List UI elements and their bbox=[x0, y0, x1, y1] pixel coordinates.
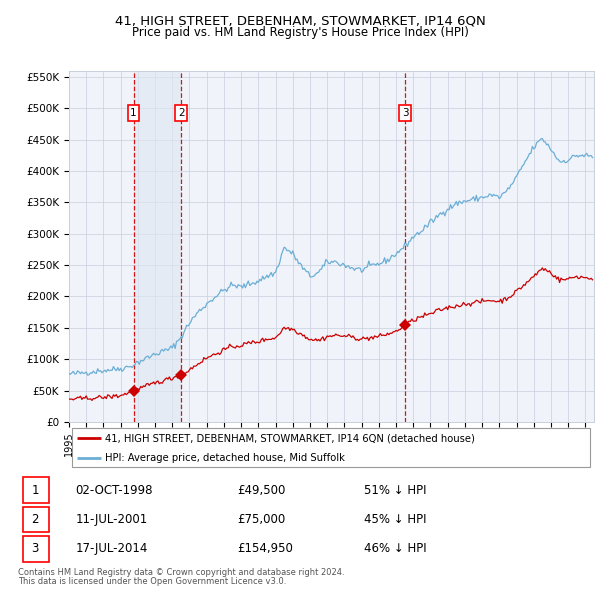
Text: 46% ↓ HPI: 46% ↓ HPI bbox=[364, 542, 426, 555]
Text: £154,950: £154,950 bbox=[237, 542, 293, 555]
FancyBboxPatch shape bbox=[23, 507, 49, 532]
Text: 1: 1 bbox=[130, 108, 137, 118]
Text: 51% ↓ HPI: 51% ↓ HPI bbox=[364, 484, 426, 497]
Text: This data is licensed under the Open Government Licence v3.0.: This data is licensed under the Open Gov… bbox=[18, 577, 286, 586]
Text: 2: 2 bbox=[178, 108, 185, 118]
Text: Contains HM Land Registry data © Crown copyright and database right 2024.: Contains HM Land Registry data © Crown c… bbox=[18, 568, 344, 576]
FancyBboxPatch shape bbox=[23, 477, 49, 503]
Text: 41, HIGH STREET, DEBENHAM, STOWMARKET, IP14 6QN (detached house): 41, HIGH STREET, DEBENHAM, STOWMARKET, I… bbox=[105, 434, 475, 444]
FancyBboxPatch shape bbox=[23, 536, 49, 562]
Text: 3: 3 bbox=[32, 542, 39, 555]
FancyBboxPatch shape bbox=[71, 428, 590, 467]
Text: Price paid vs. HM Land Registry's House Price Index (HPI): Price paid vs. HM Land Registry's House … bbox=[131, 26, 469, 39]
Text: 41, HIGH STREET, DEBENHAM, STOWMARKET, IP14 6QN: 41, HIGH STREET, DEBENHAM, STOWMARKET, I… bbox=[115, 15, 485, 28]
Bar bbox=[134, 71, 181, 422]
Text: HPI: Average price, detached house, Mid Suffolk: HPI: Average price, detached house, Mid … bbox=[105, 453, 344, 463]
Text: £49,500: £49,500 bbox=[237, 484, 285, 497]
Text: 2: 2 bbox=[32, 513, 39, 526]
Text: 17-JUL-2014: 17-JUL-2014 bbox=[76, 542, 148, 555]
Text: 45% ↓ HPI: 45% ↓ HPI bbox=[364, 513, 426, 526]
Text: £75,000: £75,000 bbox=[237, 513, 285, 526]
Text: 1: 1 bbox=[32, 484, 39, 497]
Text: 02-OCT-1998: 02-OCT-1998 bbox=[76, 484, 153, 497]
Text: 3: 3 bbox=[402, 108, 409, 118]
Text: 11-JUL-2001: 11-JUL-2001 bbox=[76, 513, 148, 526]
